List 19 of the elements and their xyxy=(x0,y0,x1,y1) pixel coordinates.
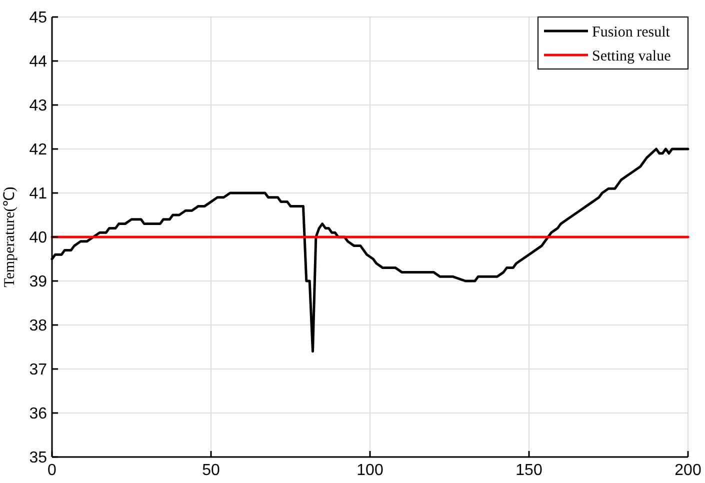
y-tick-label: 42 xyxy=(29,142,48,159)
x-tick-label: 150 xyxy=(516,462,542,479)
y-axis-title: Temperature(℃) xyxy=(2,186,18,288)
y-tick-label: 35 xyxy=(29,450,48,467)
legend-label: Setting value xyxy=(592,48,672,64)
y-tick-label: 36 xyxy=(29,406,48,423)
y-tick-label: 39 xyxy=(29,274,48,291)
y-tick-label: 37 xyxy=(29,362,48,379)
y-tick-label: 40 xyxy=(29,230,48,247)
y-tick-label: 41 xyxy=(29,186,48,203)
y-tick-label: 43 xyxy=(29,98,48,115)
legend-label: Fusion result xyxy=(592,24,671,40)
x-tick-label: 200 xyxy=(674,462,702,479)
x-tick-label: 100 xyxy=(356,462,384,479)
y-tick-label: 38 xyxy=(29,318,48,335)
x-tick-label: 0 xyxy=(48,462,57,479)
x-tick-label: 50 xyxy=(202,462,220,479)
y-tick-label: 45 xyxy=(29,10,48,27)
y-tick-label: 44 xyxy=(29,54,48,71)
